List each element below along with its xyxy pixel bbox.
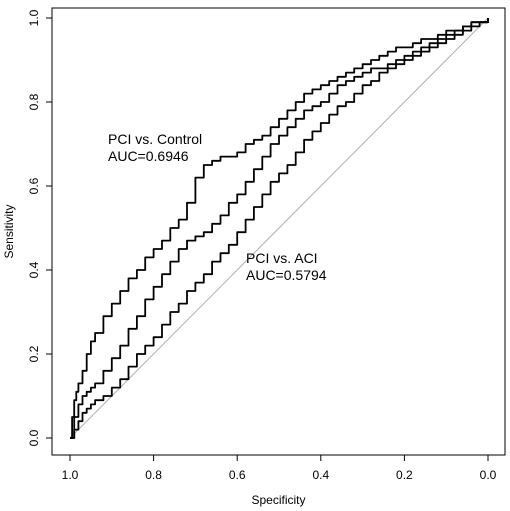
y-tick-label: 0.8 (27, 93, 41, 110)
x-axis-title: Specificity (251, 493, 305, 507)
roc-curve-1 (70, 18, 489, 439)
x-tick-label: 0.0 (480, 468, 497, 482)
y-tick-label: 0.4 (27, 261, 41, 278)
annotation-pci-control-label: PCI vs. Control (108, 131, 202, 147)
roc-curve-3 (70, 18, 489, 439)
x-tick-label: 1.0 (62, 468, 79, 482)
y-axis-title: Sensitivity (2, 204, 16, 258)
y-tick-label: 0.2 (27, 345, 41, 362)
y-tick-label: 0.6 (27, 177, 41, 194)
x-tick-label: 0.4 (312, 468, 329, 482)
reference-diagonal (69, 17, 489, 439)
x-axis: 1.0 0.8 0.6 0.4 0.2 0.0 (62, 454, 497, 482)
annotation-pci-aci-auc: AUC=0.5794 (246, 267, 327, 283)
y-tick-label: 0.0 (27, 429, 41, 446)
y-tick-label: 1.0 (27, 9, 41, 26)
x-tick-label: 0.8 (145, 468, 162, 482)
x-tick-label: 0.6 (229, 468, 246, 482)
annotation-pci-aci-label: PCI vs. ACI (246, 250, 318, 266)
x-tick-label: 0.2 (396, 468, 413, 482)
roc-curve-2 (70, 18, 489, 439)
y-axis: 0.0 0.2 0.4 0.6 0.8 1.0 (27, 9, 53, 446)
annotation-pci-control-auc: AUC=0.6946 (108, 148, 189, 164)
roc-curves (70, 18, 489, 439)
